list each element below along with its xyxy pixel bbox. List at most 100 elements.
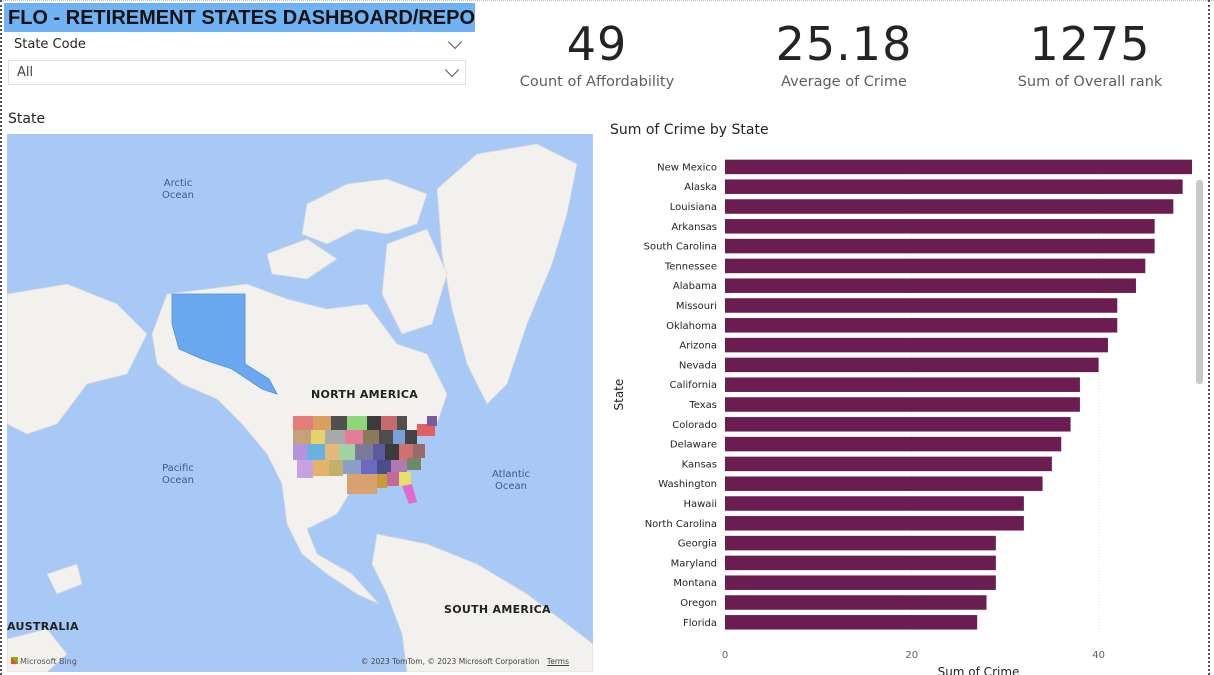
x-tick-label: 40 — [1092, 650, 1105, 661]
kpi-card-crime[interactable]: 25.18 Average of Crime — [744, 14, 944, 92]
us-states — [293, 416, 437, 504]
top-border — [0, 0, 1214, 1]
atlantic-ocean-label: Atlantic Ocean — [492, 469, 531, 492]
report-title: FLO - RETIREMENT STATES DASHBOARD/REPORT — [4, 3, 475, 32]
y-tick-label: Florida — [683, 618, 717, 629]
y-tick-label: South Carolina — [644, 242, 717, 253]
arctic-ocean-label: Arctic Ocean — [162, 178, 194, 201]
y-tick-label: Delaware — [670, 440, 717, 451]
pacific-ocean-label: Pacific Ocean — [162, 463, 194, 486]
bar[interactable] — [725, 595, 987, 610]
y-tick-label: Oklahoma — [666, 321, 717, 332]
chart-scrollbar[interactable] — [1196, 180, 1203, 384]
greenland-landmass — [436, 143, 578, 405]
y-tick-label: North Carolina — [645, 519, 717, 530]
bar[interactable] — [725, 298, 1118, 313]
bar[interactable] — [725, 219, 1155, 234]
arctic-islands — [301, 178, 428, 245]
bar[interactable] — [725, 258, 1146, 274]
y-tick-label: Missouri — [676, 301, 717, 312]
bar[interactable] — [725, 417, 1071, 432]
y-tick-label: Colorado — [672, 420, 717, 431]
state-map[interactable]: Arctic Ocean Pacific Ocean Atlantic Ocea… — [7, 134, 593, 672]
x-axis-title: Sum of Crime — [938, 665, 1020, 675]
kpi-card-affordability[interactable]: 49 Count of Affordability — [497, 14, 697, 92]
slicer-label: State Code — [14, 37, 86, 52]
y-tick-label: Georgia — [678, 539, 717, 550]
asia-landmass — [7, 283, 148, 435]
bar[interactable] — [725, 199, 1174, 214]
y-axis-title: State — [612, 379, 626, 411]
y-tick-label: Oregon — [680, 598, 717, 609]
south-america-label: SOUTH AMERICA — [444, 603, 551, 616]
chevron-down-icon[interactable] — [444, 62, 460, 78]
y-tick-label: Louisiana — [670, 202, 717, 213]
map-canvas — [7, 143, 593, 672]
bar[interactable] — [725, 377, 1080, 392]
y-tick-label: Alaska — [684, 182, 717, 193]
bar[interactable] — [725, 357, 1099, 373]
baffin-island — [381, 228, 448, 335]
australia-landmass — [7, 628, 68, 672]
arctic-islands-2 — [266, 238, 338, 280]
bar[interactable] — [725, 278, 1136, 293]
bing-label: Microsoft Bing — [20, 657, 77, 666]
bar[interactable] — [725, 397, 1080, 412]
y-tick-label: Arkansas — [671, 222, 717, 233]
copyright-text: © 2023 TomTom, © 2023 Microsoft Corporat… — [360, 657, 540, 666]
kpi-label: Average of Crime — [781, 74, 907, 90]
y-tick-label: New Mexico — [657, 162, 717, 173]
bar[interactable] — [725, 575, 996, 590]
bar[interactable] — [725, 238, 1155, 254]
bar[interactable] — [725, 456, 1052, 472]
bar[interactable] — [725, 318, 1118, 333]
terms-link[interactable]: Terms — [546, 657, 569, 666]
chart-title: Sum of Crime by State — [610, 122, 769, 138]
state-code-dropdown[interactable]: All — [8, 60, 466, 85]
alaska-region — [171, 293, 278, 395]
kpi-card-overall-rank[interactable]: 1275 Sum of Overall rank — [990, 14, 1190, 92]
x-tick-label: 0 — [722, 650, 728, 661]
x-tick-label: 20 — [905, 650, 918, 661]
bar[interactable] — [725, 436, 1062, 452]
bar[interactable] — [725, 555, 996, 571]
kpi-value: 25.18 — [775, 17, 913, 71]
north-america-label: NORTH AMERICA — [311, 388, 419, 401]
kpi-value: 49 — [566, 17, 628, 71]
bar[interactable] — [725, 179, 1183, 194]
kpi-label: Count of Affordability — [519, 74, 675, 90]
y-tick-label: California — [670, 380, 718, 391]
map-title: State — [8, 111, 46, 127]
y-tick-label: Texas — [688, 400, 717, 411]
y-tick-label: Maryland — [671, 558, 717, 569]
bar[interactable] — [725, 516, 1024, 531]
chevron-down-icon[interactable] — [447, 34, 463, 50]
y-tick-label: Alabama — [673, 281, 717, 292]
y-tick-label: Hawaii — [683, 499, 717, 510]
y-tick-label: Nevada — [679, 360, 717, 371]
bar[interactable] — [725, 337, 1108, 353]
right-border — [1208, 0, 1210, 675]
kpi-value: 1275 — [1029, 17, 1151, 71]
bar[interactable] — [725, 535, 996, 551]
bar[interactable] — [725, 496, 1024, 511]
bing-logo-icon — [11, 657, 18, 664]
crime-bar-chart[interactable]: 0 20 40 New Mexico Alaska Louisiana Arkansas So… — [605, 150, 1205, 675]
y-tick-label: Montana — [673, 578, 717, 589]
state-code-slicer-header[interactable]: State Code — [8, 33, 466, 57]
slicer-selected-value: All — [17, 65, 34, 80]
map-copyright: © 2023 TomTom, © 2023 Microsoft Corporat… — [361, 657, 569, 666]
bing-attribution: Microsoft Bing — [11, 657, 77, 666]
south-america-landmass — [371, 533, 593, 672]
bar[interactable] — [725, 615, 978, 630]
y-tick-label: Kansas — [682, 459, 717, 470]
y-tick-label: Tennessee — [664, 261, 717, 272]
kpi-label: Sum of Overall rank — [1017, 74, 1163, 90]
y-tick-label: Washington — [658, 479, 717, 490]
left-border — [0, 0, 2, 675]
island — [46, 563, 83, 595]
bar[interactable] — [725, 476, 1043, 491]
bar[interactable] — [725, 159, 1192, 175]
australia-label: AUSTRALIA — [7, 620, 79, 633]
